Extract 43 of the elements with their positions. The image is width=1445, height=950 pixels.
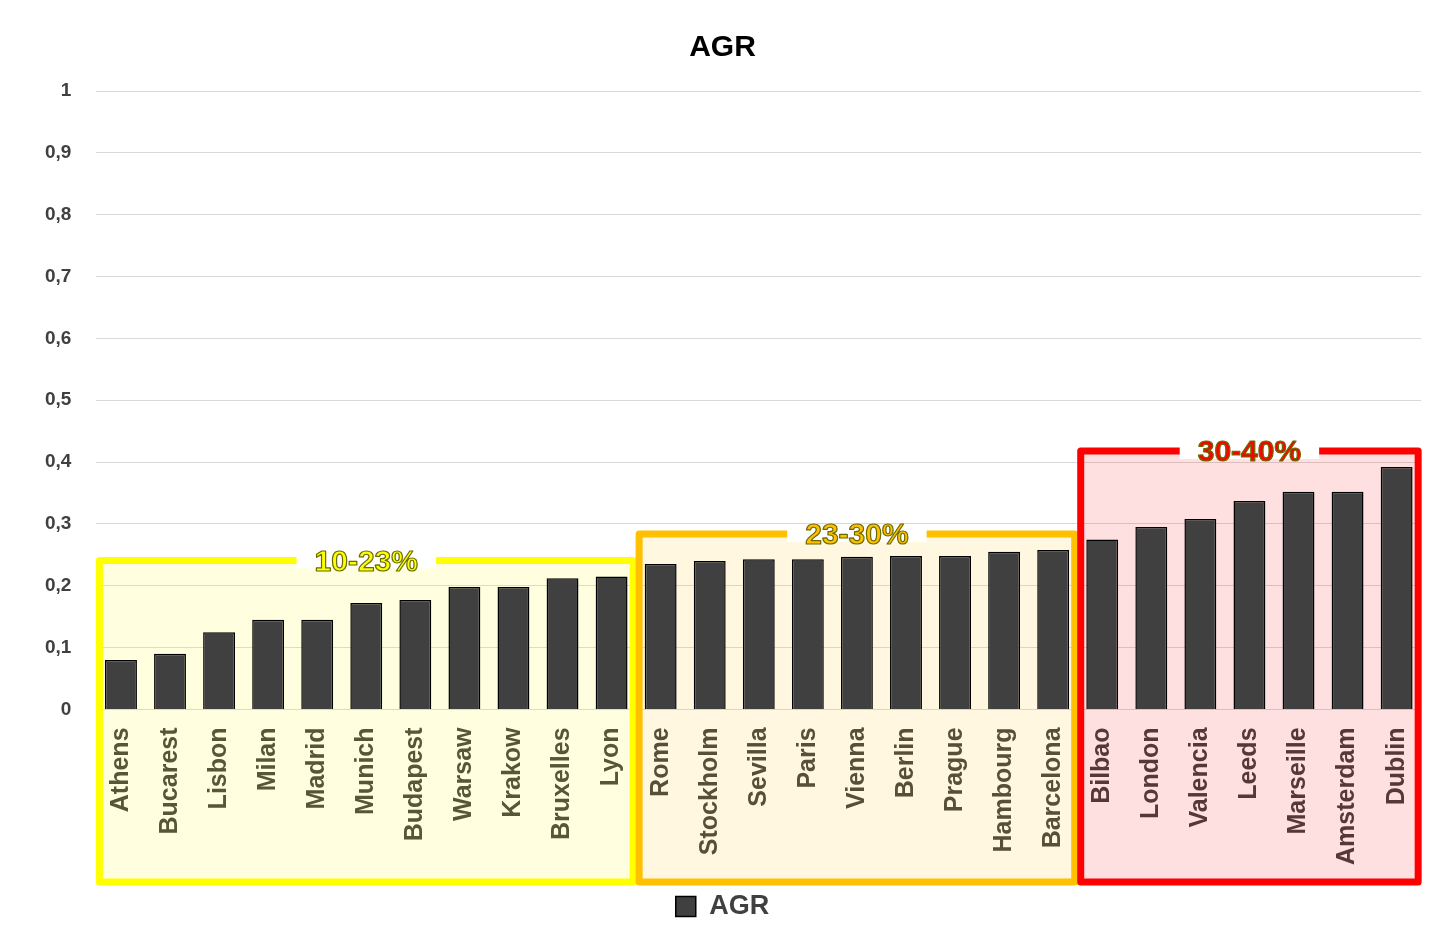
- x-tick-label: Barcelona: [1037, 726, 1066, 849]
- y-tick-label: 0: [60, 697, 72, 719]
- chart-title: AGR: [689, 29, 757, 63]
- legend-label: AGR: [709, 889, 770, 920]
- x-tick-label: Milan: [252, 727, 281, 792]
- x-tick-label: Rome: [644, 727, 673, 797]
- x-tick-label: Vienna: [840, 726, 869, 809]
- y-tick-label: 0,3: [44, 512, 72, 534]
- x-tick-label: Madrid: [301, 727, 330, 810]
- x-tick-label: London: [1135, 727, 1164, 820]
- x-tick-label: Bruxelles: [546, 727, 575, 841]
- x-tick-label: Bucarest: [153, 726, 182, 835]
- x-tick-label: Marseille: [1282, 727, 1311, 835]
- y-tick-label: 0,1: [44, 635, 72, 657]
- y-tick-label: 0,9: [44, 141, 72, 163]
- y-tick-label: 0,6: [44, 326, 72, 348]
- x-tick-label: Amsterdam: [1331, 727, 1360, 866]
- x-tick-label: Lyon: [595, 727, 624, 787]
- y-tick-label: 0,4: [44, 450, 72, 472]
- y-tick-label: 0,8: [44, 202, 72, 224]
- x-tick-label: Warsaw: [448, 726, 477, 822]
- x-tick-label: Dublin: [1380, 727, 1409, 806]
- x-tick-label: Valencia: [1184, 726, 1213, 828]
- x-tick-label: Sevilla: [742, 726, 771, 807]
- x-tick-label: Munich: [350, 727, 379, 815]
- x-tick-label: Hambourg: [988, 727, 1016, 853]
- x-tick-label: Bilbao: [1086, 727, 1115, 804]
- y-tick-label: 0,2: [44, 574, 72, 595]
- x-tick-label: Prague: [938, 727, 967, 813]
- x-tick-label: Krakow: [497, 726, 526, 818]
- x-tick-label: Paris: [791, 727, 820, 789]
- y-tick-label: 1: [60, 79, 72, 101]
- x-tick-label: Budapest: [399, 726, 428, 842]
- x-tick-label: Berlin: [889, 727, 918, 799]
- x-tick-label: Athens: [104, 727, 133, 813]
- band-label: 23-30%: [805, 517, 909, 551]
- band-label: 30-40%: [1197, 434, 1302, 468]
- band-label: 10-23%: [314, 543, 418, 577]
- y-tick-label: 0,5: [44, 388, 72, 410]
- y-tick-label: 0,7: [44, 264, 72, 286]
- x-tick-label: Stockholm: [693, 727, 722, 856]
- x-tick-label: Lisbon: [202, 727, 231, 810]
- x-tick-label: Leeds: [1233, 727, 1262, 800]
